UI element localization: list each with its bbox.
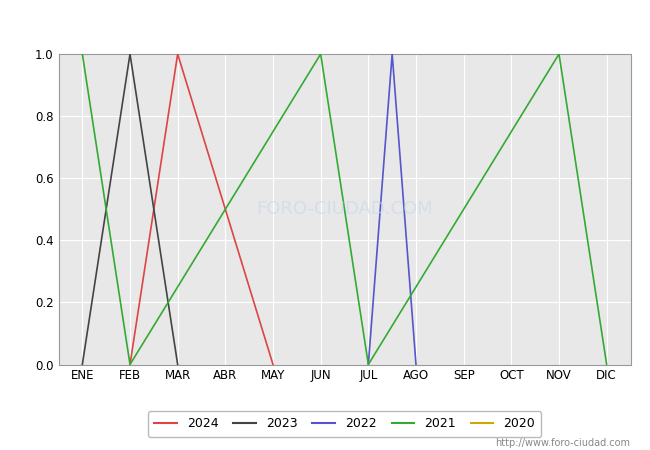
Legend: 2024, 2023, 2022, 2021, 2020: 2024, 2023, 2022, 2021, 2020 (148, 411, 541, 436)
Text: FORO-CIUDAD.COM: FORO-CIUDAD.COM (256, 200, 433, 218)
Text: Matriculaciones de Vehiculos en Caballar: Matriculaciones de Vehiculos en Caballar (155, 14, 495, 32)
Text: http://www.foro-ciudad.com: http://www.foro-ciudad.com (495, 438, 630, 448)
